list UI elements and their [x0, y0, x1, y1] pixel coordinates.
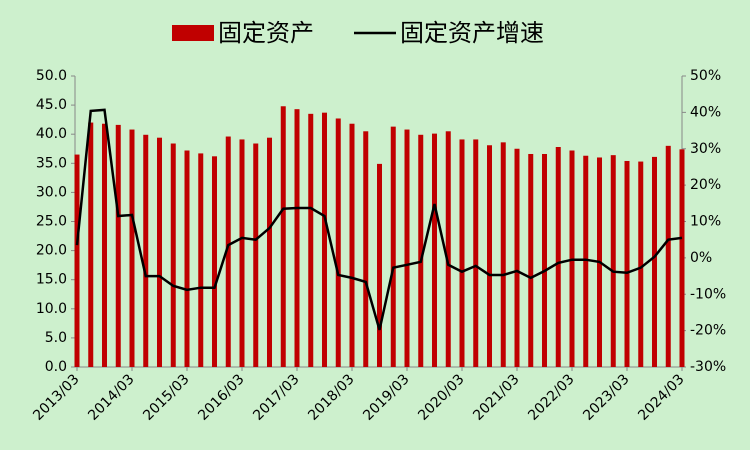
x-tick-label: 2022/03	[525, 371, 577, 423]
y2-tick-label: 20%	[690, 177, 721, 193]
bar	[129, 129, 135, 367]
y-tick-label: 5.0	[45, 330, 67, 346]
bar	[253, 143, 259, 367]
bar	[184, 150, 190, 367]
bar	[280, 106, 286, 367]
bar	[74, 154, 80, 367]
bar	[665, 145, 671, 367]
x-tick-label: 2021/03	[470, 371, 522, 423]
bar	[624, 160, 630, 367]
legend-label: 固定资产	[218, 19, 314, 47]
y-tick-label: 25.0	[36, 214, 67, 230]
bar	[418, 134, 424, 367]
x-tick-label: 2018/03	[305, 371, 357, 423]
y-tick-label: 20.0	[36, 243, 67, 259]
bar	[363, 131, 369, 367]
bar	[500, 142, 506, 367]
y2-tick-label: -30%	[690, 359, 726, 375]
bar	[459, 139, 465, 367]
y2-tick-label: 40%	[690, 104, 721, 120]
bar	[432, 133, 437, 367]
legend-swatch	[172, 25, 214, 41]
bar	[555, 147, 561, 367]
bar	[583, 155, 589, 367]
x-tick-label: 2014/03	[85, 371, 137, 423]
bar	[445, 131, 451, 367]
bar	[528, 153, 534, 367]
y2-tick-label: -20%	[690, 323, 726, 339]
bar	[679, 149, 685, 367]
bar	[487, 145, 492, 367]
bar	[514, 148, 520, 367]
y-tick-label: 10.0	[36, 301, 67, 317]
bar	[157, 137, 162, 367]
bar	[377, 163, 382, 367]
y-tick-label: 40.0	[36, 126, 67, 142]
bar	[322, 112, 327, 367]
bar	[404, 129, 410, 367]
bar	[542, 153, 547, 367]
bar	[308, 113, 314, 367]
x-tick-label: 2020/03	[415, 371, 467, 423]
bar	[335, 118, 341, 368]
bar	[652, 156, 657, 367]
x-tick-label: 2023/03	[580, 371, 632, 423]
bar	[225, 136, 231, 367]
bar	[390, 126, 396, 367]
bar	[102, 123, 107, 367]
x-tick-label: 2017/03	[250, 371, 302, 423]
y-tick-label: 35.0	[36, 155, 67, 171]
bar	[198, 153, 204, 367]
y2-tick-label: 10%	[690, 214, 721, 230]
line	[75, 108, 683, 331]
bar	[115, 124, 121, 367]
bar	[239, 139, 245, 367]
x-tick-label: 2019/03	[360, 371, 412, 423]
x-tick-label: 2016/03	[195, 371, 247, 423]
x-tick-label: 2024/03	[635, 371, 687, 423]
y2-tick-label: 30%	[690, 141, 721, 157]
bar	[143, 134, 149, 367]
y2-tick-label: -10%	[690, 286, 726, 302]
bar	[473, 139, 479, 367]
bar	[638, 161, 644, 367]
bar	[212, 156, 217, 367]
y2-tick-label: 50%	[690, 68, 721, 84]
x-tick-label: 2015/03	[140, 371, 192, 423]
bar	[88, 122, 94, 367]
x-tick-label: 2013/03	[30, 371, 82, 423]
y-tick-label: 45.0	[36, 97, 67, 113]
y-tick-label: 0.0	[45, 359, 67, 375]
bar	[170, 143, 176, 367]
legend-label: 固定资产增速	[400, 19, 544, 47]
bar	[267, 137, 272, 367]
y2-tick-label: 0%	[690, 250, 712, 266]
bar	[610, 155, 616, 367]
y-tick-label: 15.0	[36, 272, 67, 288]
bar	[294, 109, 300, 367]
y-tick-label: 50.0	[36, 68, 67, 84]
bar	[349, 123, 355, 367]
y-tick-label: 30.0	[36, 184, 67, 200]
